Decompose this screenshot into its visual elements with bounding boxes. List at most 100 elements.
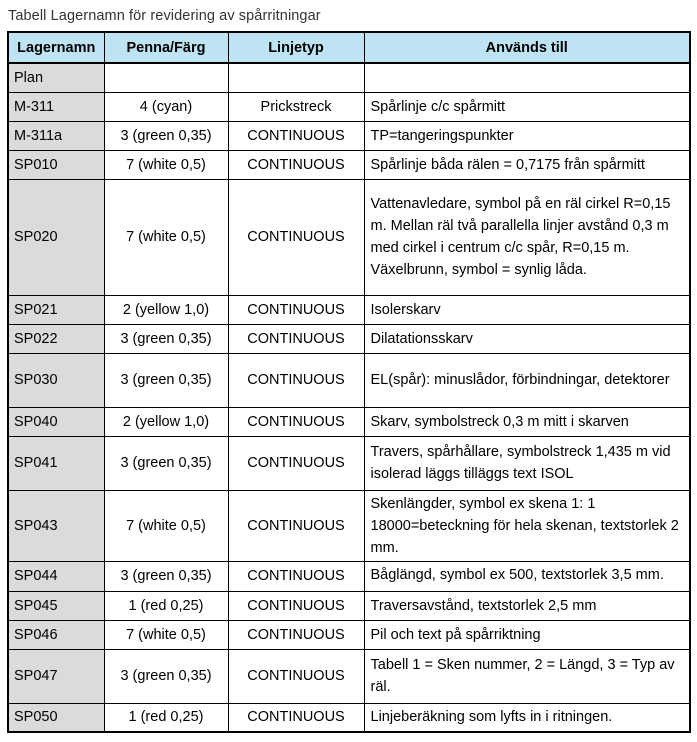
cell-usage: Skenlängder, symbol ex skena 1: 1 18000=… [363, 489, 691, 562]
cell-pen: 4 (cyan) [103, 91, 229, 122]
table-row: SP030 3 (green 0,35) CONTINUOUS EL(spår): m… [7, 352, 691, 408]
cell-linetype: CONTINUOUS [227, 590, 365, 621]
cell-usage: Travers, spårhållare, symbolstreck 1,435… [363, 435, 691, 491]
cell-layer: SP047 [7, 648, 105, 704]
table-row: M-311 4 (cyan) Prickstreck Spårlinje c/c sp… [7, 91, 691, 122]
cell-linetype: CONTINUOUS [227, 120, 365, 151]
cell-layer: SP040 [7, 406, 105, 437]
usage-text: TP=tangeringspunkter [370, 127, 514, 144]
usage-text: Skarv, symbolstreck 0,3 m mitt i skarven [370, 413, 629, 430]
cell-pen: 3 (green 0,35) [103, 352, 229, 408]
cell-usage [363, 62, 691, 93]
cell-pen: 1 (red 0,25) [103, 702, 229, 733]
cell-pen: 2 (yellow 1,0) [103, 406, 229, 437]
cell-pen: 7 (white 0,5) [103, 178, 229, 296]
cell-linetype: CONTINUOUS [227, 149, 365, 180]
cell-layer: M-311 [7, 91, 105, 122]
table-row: SP021 2 (yellow 1,0) CONTINUOUS Isolerskarv [7, 294, 691, 325]
cell-usage: Vattenavledare, symbol på en räl cirkel … [363, 178, 691, 296]
cell-pen: 3 (green 0,35) [103, 648, 229, 704]
cell-linetype: CONTINUOUS [227, 178, 365, 296]
cell-layer: SP044 [7, 560, 105, 592]
cell-layer: M-311a [7, 120, 105, 151]
cell-linetype: CONTINUOUS [227, 406, 365, 437]
cell-pen: 7 (white 0,5) [103, 149, 229, 180]
table-row: SP050 1 (red 0,25) CONTINUOUS Linjeberäknin… [7, 702, 691, 733]
cell-pen: 3 (green 0,35) [103, 120, 229, 151]
usage-text: Vattenavledare, symbol på en räl cirkel … [370, 196, 671, 278]
col-header-linjetyp: Linjetyp [227, 31, 365, 64]
header-row: Lagernamn Penna/Färg Linjetyp Används ti… [7, 31, 691, 64]
usage-text: Spårlinje båda rälen = 0,7175 från spårm… [370, 156, 645, 173]
table-row: M-311a 3 (green 0,35) CONTINUOUS TP=tangeri… [7, 120, 691, 151]
cell-linetype: CONTINUOUS [227, 323, 365, 354]
cell-usage: Dilatationsskarv [363, 323, 691, 354]
cell-pen: 7 (white 0,5) [103, 619, 229, 650]
table-row: SP041 3 (green 0,35) CONTINUOUS Travers, sp… [7, 435, 691, 491]
cell-pen: 7 (white 0,5) [103, 489, 229, 562]
cell-layer: Plan [7, 62, 105, 93]
table-body: Plan M-311 4 (cyan) Prickstreck Spårlinje c/… [7, 62, 691, 733]
cell-usage: Båglängd, symbol ex 500, textstorlek 3,5… [363, 560, 691, 592]
cell-pen: 1 (red 0,25) [103, 590, 229, 621]
table-row: SP010 7 (white 0,5) CONTINUOUS Spårlinje bå… [7, 149, 691, 180]
cell-usage: Tabell 1 = Sken nummer, 2 = Längd, 3 = T… [363, 648, 691, 704]
cell-layer: SP021 [7, 294, 105, 325]
usage-text: Linjeberäkning som lyfts in i ritningen. [370, 709, 613, 726]
cell-usage: Isolerskarv [363, 294, 691, 325]
usage-text: Pil och text på spårriktning [370, 626, 541, 643]
cell-linetype: CONTINUOUS [227, 435, 365, 491]
cell-linetype: CONTINUOUS [227, 352, 365, 408]
cell-usage: Traversavstånd, textstorlek 2,5 mm [363, 590, 691, 621]
cell-layer: SP045 [7, 590, 105, 621]
usage-text: Traversavstånd, textstorlek 2,5 mm [370, 597, 597, 614]
table-row: Plan [7, 62, 691, 93]
layers-table: Lagernamn Penna/Färg Linjetyp Används ti… [7, 31, 691, 733]
cell-layer: SP050 [7, 702, 105, 733]
cell-pen: 3 (green 0,35) [103, 560, 229, 592]
table-caption: Tabell Lagernamn för revidering av spårr… [8, 8, 321, 24]
table-row: SP045 1 (red 0,25) CONTINUOUS Traversavstån… [7, 590, 691, 621]
cell-pen [103, 62, 229, 93]
table-row: SP044 3 (green 0,35) CONTINUOUS Båglängd, s… [7, 560, 691, 592]
usage-text: Isolerskarv [370, 301, 441, 318]
cell-layer: SP030 [7, 352, 105, 408]
table-row: SP046 7 (white 0,5) CONTINUOUS Pil och text… [7, 619, 691, 650]
cell-linetype: CONTINUOUS [227, 489, 365, 562]
usage-text: EL(spår): minuslådor, förbindningar, det… [370, 372, 670, 388]
cell-usage: Pil och text på spårriktning [363, 619, 691, 650]
cell-usage: Skarv, symbolstreck 0,3 m mitt i skarven [363, 406, 691, 437]
cell-linetype: Prickstreck [227, 91, 365, 122]
cell-linetype: CONTINUOUS [227, 648, 365, 704]
cell-linetype: CONTINUOUS [227, 702, 365, 733]
cell-layer: SP020 [7, 178, 105, 296]
cell-usage: Spårlinje båda rälen = 0,7175 från spårm… [363, 149, 691, 180]
cell-pen: 2 (yellow 1,0) [103, 294, 229, 325]
table-row: SP047 3 (green 0,35) CONTINUOUS Tabell 1 = … [7, 648, 691, 704]
cell-layer: SP041 [7, 435, 105, 491]
table-row: SP022 3 (green 0,35) CONTINUOUS Dilatations… [7, 323, 691, 354]
cell-usage: Linjeberäkning som lyfts in i ritningen. [363, 702, 691, 733]
table-row: SP040 2 (yellow 1,0) CONTINUOUS Skarv, symb… [7, 406, 691, 437]
col-header-penna-farg: Penna/Färg [103, 31, 229, 64]
cell-usage: Spårlinje c/c spårmitt [363, 91, 691, 122]
cell-usage: EL(spår): minuslådor, förbindningar, det… [363, 352, 691, 408]
cell-layer: SP022 [7, 323, 105, 354]
cell-layer: SP046 [7, 619, 105, 650]
usage-text: Dilatationsskarv [370, 330, 473, 347]
table-row: SP043 7 (white 0,5) CONTINUOUS Skenlängder,… [7, 489, 691, 562]
cell-pen: 3 (green 0,35) [103, 323, 229, 354]
cell-usage: TP=tangeringspunkter [363, 120, 691, 151]
cell-pen: 3 (green 0,35) [103, 435, 229, 491]
usage-text: Travers, spårhållare, symbolstreck 1,435… [370, 444, 671, 482]
col-header-lagernamn: Lagernamn [7, 31, 105, 64]
usage-text: Spårlinje c/c spårmitt [370, 98, 506, 115]
cell-linetype: CONTINUOUS [227, 294, 365, 325]
cell-linetype [227, 62, 365, 93]
cell-layer: SP043 [7, 489, 105, 562]
table-row: SP020 7 (white 0,5) CONTINUOUS Vattenavleda… [7, 178, 691, 296]
usage-text: Tabell 1 = Sken nummer, 2 = Längd, 3 = T… [370, 657, 675, 695]
col-header-anvands-till: Används till [363, 31, 691, 64]
cell-layer: SP010 [7, 149, 105, 180]
